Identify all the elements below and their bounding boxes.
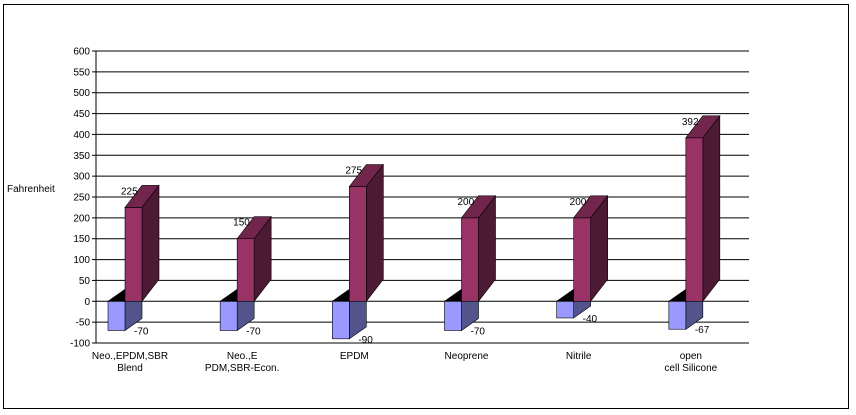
data-label-high: 200 [458, 197, 475, 208]
bar-high-top [685, 115, 721, 139]
x-tick-label: Neo.,EPDM,SBR [92, 351, 168, 362]
bar-high [573, 217, 591, 302]
chart-frame [3, 4, 849, 409]
data-label-high: 392 [682, 117, 699, 128]
bar-high-top [460, 195, 497, 219]
bar-low [332, 300, 350, 340]
bar-low [556, 300, 574, 319]
y-tick-label: 300 [73, 172, 90, 183]
y-tick-label: 100 [73, 255, 90, 266]
data-label-low: -70 [246, 326, 261, 337]
bar-low [444, 300, 462, 331]
bar-high [124, 207, 143, 302]
bar-high [685, 137, 704, 302]
x-tick-label: Nitrile [566, 351, 592, 362]
data-label-low: -70 [134, 326, 149, 337]
data-label-high: 225 [121, 186, 138, 197]
bar-high-top [124, 185, 160, 208]
y-tick-label: 200 [73, 213, 90, 224]
y-tick-label: 500 [73, 88, 90, 99]
bar-high [236, 238, 255, 302]
data-label-high: 275 [345, 166, 362, 177]
x-tick-label: Blend [117, 363, 143, 374]
bar-high-top [573, 195, 609, 219]
data-label-low: -40 [583, 314, 598, 325]
y-tick-label: 450 [73, 109, 90, 120]
data-label-low: -70 [471, 326, 486, 337]
y-tick-label: 600 [73, 47, 90, 58]
y-tick-label: 150 [73, 234, 90, 245]
data-label-high: 200 [570, 197, 587, 208]
data-label-low: -90 [358, 335, 373, 346]
bar-low [668, 300, 687, 330]
x-tick-label: Neo.,E [227, 351, 258, 362]
bar-low [107, 300, 126, 331]
y-tick-label: 250 [73, 193, 90, 204]
data-label-high: 150 [233, 218, 250, 229]
x-tick-label: PDM,SBR-Econ. [205, 363, 279, 374]
y-tick-label: -50 [76, 318, 91, 329]
y-tick-label: 550 [73, 67, 90, 78]
x-tick-label: open [680, 351, 702, 362]
y-tick-label: 0 [84, 297, 90, 308]
bar-high-top [348, 164, 384, 187]
bar-high [461, 217, 479, 302]
y-tick-label: 400 [73, 130, 90, 141]
y-tick-label: -100 [70, 339, 90, 350]
y-axis-label: Fahrenheit [7, 184, 55, 195]
bar-low [219, 300, 238, 331]
y-tick-label: 350 [73, 151, 90, 162]
bar-high-side [366, 163, 384, 303]
x-tick-label: cell Silicone [664, 363, 717, 374]
y-tick-label: 50 [79, 276, 91, 287]
bar-high-top [236, 216, 272, 240]
x-tick-label: Neoprene [445, 351, 489, 362]
bar-high [349, 186, 367, 302]
data-label-low: -67 [695, 325, 710, 336]
x-tick-label: EPDM [340, 351, 369, 362]
bar-high-side [702, 114, 721, 303]
